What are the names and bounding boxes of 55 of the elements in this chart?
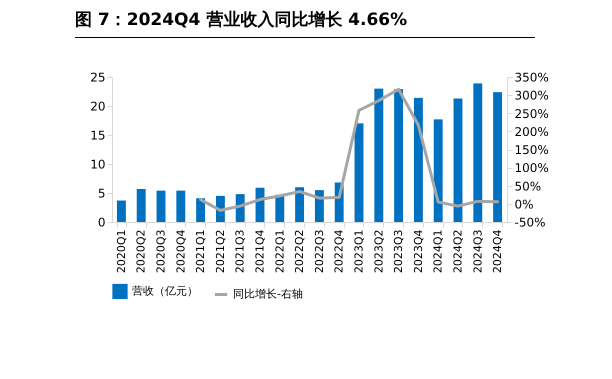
x-tick-label: 2022Q3 bbox=[312, 230, 326, 274]
bar bbox=[493, 92, 502, 222]
y2-tick-label: 50% bbox=[514, 179, 542, 194]
x-tick-label: 2020Q4 bbox=[174, 230, 188, 274]
bar bbox=[136, 188, 146, 222]
bar bbox=[176, 190, 186, 222]
x-tick-label: 2021Q3 bbox=[234, 230, 247, 274]
bar bbox=[473, 83, 482, 222]
x-tick-label: 2021Q4 bbox=[254, 230, 266, 274]
bar bbox=[256, 188, 264, 222]
line-series bbox=[199, 88, 500, 212]
chart-title: 图 7：2024Q4 营业收入同比增长 4.66% bbox=[75, 8, 535, 38]
bar bbox=[116, 200, 126, 222]
x-tick-label: 2023Q3 bbox=[392, 230, 406, 274]
y2-tick-label: 0% bbox=[514, 197, 534, 212]
x-tick-label: 2021Q1 bbox=[194, 230, 208, 274]
y2-tick-label: 300% bbox=[514, 88, 549, 103]
y2-tick-label: 100% bbox=[514, 161, 549, 176]
x-tick-label: 2022Q2 bbox=[293, 230, 306, 274]
x-tick-label: 2024Q3 bbox=[471, 230, 484, 274]
y-tick-label: 15 bbox=[90, 128, 106, 142]
x-tick-label: 2020Q1 bbox=[114, 230, 128, 274]
y-tick-label: 20 bbox=[90, 100, 106, 114]
x-tick-label: 2024Q1 bbox=[432, 230, 445, 274]
y2-tick-label: 250% bbox=[514, 106, 549, 121]
y2-tick-label: 200% bbox=[514, 124, 549, 139]
bar bbox=[434, 119, 443, 222]
bar bbox=[275, 194, 284, 222]
bar bbox=[374, 88, 384, 222]
x-tick-label: 2024Q2 bbox=[451, 230, 464, 274]
bar bbox=[414, 98, 423, 222]
x-tick-label: 2021Q2 bbox=[214, 230, 227, 274]
bar bbox=[156, 190, 166, 222]
bar bbox=[196, 198, 206, 222]
bar bbox=[454, 98, 462, 222]
x-tick-label: 2022Q4 bbox=[332, 230, 346, 274]
y-tick-label: 5 bbox=[98, 186, 106, 200]
x-tick-label: 2022Q1 bbox=[273, 230, 286, 274]
x-tick-label: 2023Q2 bbox=[372, 230, 386, 274]
y-tick-label: 25 bbox=[90, 70, 106, 84]
y2-tick-label: 150% bbox=[514, 143, 549, 157]
x-tick-label: 2020Q2 bbox=[134, 230, 148, 274]
legend-label: 营收（亿元） bbox=[132, 284, 198, 298]
x-tick-label: 2020Q3 bbox=[154, 230, 168, 274]
y2-tick-label: 350% bbox=[514, 70, 549, 84]
y-tick-label: 0 bbox=[98, 216, 106, 230]
x-tick-label: 2024Q4 bbox=[491, 230, 504, 274]
x-tick-label: 2023Q1 bbox=[352, 230, 366, 274]
legend-label: 同比增长-右轴 bbox=[233, 288, 303, 300]
x-tick-label: 2023Q4 bbox=[412, 230, 425, 274]
y-tick-label: 10 bbox=[90, 158, 106, 172]
bar bbox=[354, 123, 364, 222]
y2-tick-label: -50% bbox=[514, 216, 546, 230]
bar bbox=[394, 89, 404, 222]
bar bbox=[295, 187, 304, 222]
